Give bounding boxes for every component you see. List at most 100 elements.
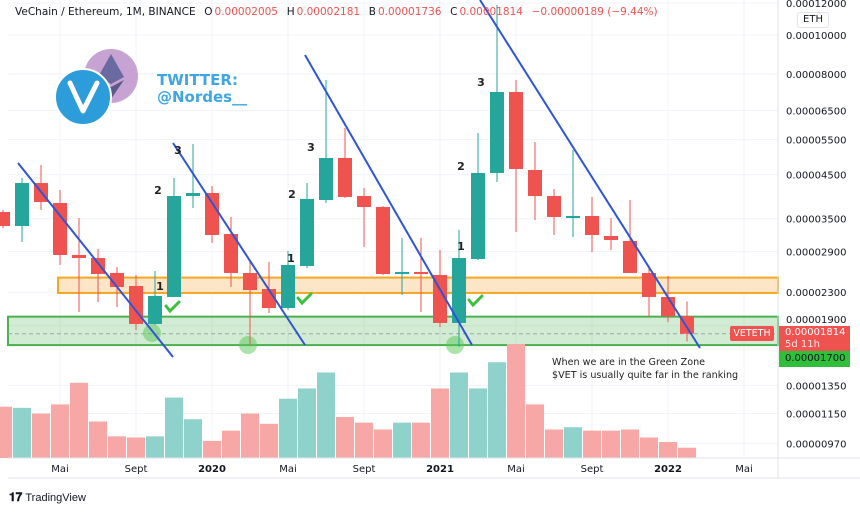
volume-bar xyxy=(32,413,50,458)
price-tick-label: 0.00012000 xyxy=(786,0,846,10)
trendline xyxy=(172,142,306,346)
volume-bar xyxy=(526,404,544,458)
wave-label: 3 xyxy=(307,141,315,154)
tradingview-name: TradingView xyxy=(25,492,86,504)
volume-bar xyxy=(412,422,430,458)
logos xyxy=(54,49,138,126)
candle-body xyxy=(509,92,523,170)
volume-bar xyxy=(374,429,392,458)
checkmark-icon xyxy=(467,294,484,308)
time-axis[interactable]: Mai Sept 2020 Mai Sept 2021 Mai Sept 2022 Mai xyxy=(51,464,753,475)
currency-button[interactable]: ETH xyxy=(797,12,829,28)
candle-body xyxy=(376,207,390,274)
time-tick-label: Sept xyxy=(581,464,604,475)
time-tick-label: 2021 xyxy=(426,464,454,475)
volume-bar xyxy=(51,404,69,458)
volume-bar xyxy=(0,406,12,458)
candle-body xyxy=(604,235,618,241)
note-line-1: When we are in the Green Zone xyxy=(552,357,706,368)
price-tick-label: 0.00006500 xyxy=(786,106,846,117)
volume-bar xyxy=(108,436,126,458)
time-tick-label: Sept xyxy=(353,464,376,475)
green-price-tag: 0.00001700 xyxy=(779,351,850,367)
checkmark-icon xyxy=(296,292,313,306)
volume-bar xyxy=(583,430,601,458)
volume-bar xyxy=(279,398,297,458)
trendline xyxy=(17,162,174,358)
candle-body xyxy=(490,92,504,173)
green-zone-touch-marker xyxy=(446,336,464,354)
volume-bar xyxy=(336,416,354,458)
wave-annotations: 1 2 3 1 2 3 1 2 3 xyxy=(154,76,485,314)
price-axis[interactable]: 0.00012000 0.00010000 0.00008000 0.00006500… xyxy=(786,0,846,450)
price-tick-label: 0.00002300 xyxy=(786,288,846,299)
change-value: −0.00000189 (−9.44%) xyxy=(531,6,658,18)
volume-bar xyxy=(165,397,183,458)
volume-bar xyxy=(355,422,373,458)
green-zone-note: When we are in the Green Zone $VET is us… xyxy=(552,356,738,382)
candle-body xyxy=(281,264,295,309)
price-tick-label: 0.00001350 xyxy=(786,381,846,392)
candle-body xyxy=(585,215,599,236)
wave-label: 2 xyxy=(457,160,465,173)
vechain-logo xyxy=(54,68,112,126)
time-tick-label: Mai xyxy=(279,464,297,475)
wave-label: 2 xyxy=(288,188,296,201)
trendline xyxy=(304,54,473,346)
candle-body xyxy=(623,240,637,273)
symbol-price-tag: VETETH xyxy=(730,326,774,341)
volume-bar xyxy=(640,437,658,458)
price-tick-label: 0.00003500 xyxy=(786,215,846,226)
candle-body xyxy=(53,202,67,255)
candle-body xyxy=(167,196,181,297)
volume-bar xyxy=(488,362,506,458)
time-tick-label: Mai xyxy=(507,464,525,475)
close-label: C xyxy=(450,6,458,18)
volume-bar xyxy=(298,388,316,458)
time-tick-label: Sept xyxy=(125,464,148,475)
candle-body xyxy=(528,169,542,197)
candle-body xyxy=(224,234,238,273)
candle-body xyxy=(338,157,352,197)
volume-bar xyxy=(431,388,449,458)
price-tick-label: 0.00001900 xyxy=(786,315,846,326)
volume-bar xyxy=(241,413,259,458)
wave-label: 3 xyxy=(174,144,182,157)
candle-body xyxy=(186,193,200,197)
volume-bar xyxy=(678,447,696,458)
checkmark-icon xyxy=(164,300,181,314)
volume-bar xyxy=(450,372,468,458)
green-zone xyxy=(7,315,779,347)
twitter-label: TWITTER: xyxy=(157,71,238,89)
trendlines[interactable] xyxy=(17,0,701,358)
symbol-title: VeChain / Ethereum, 1M, BINANCE xyxy=(15,6,196,18)
volume-bar xyxy=(203,440,221,458)
last-price-tag: 0.00001814 5d 11h xyxy=(779,326,850,351)
candle-body xyxy=(471,172,485,260)
volume-bar xyxy=(602,430,620,458)
wave-label: 1 xyxy=(287,252,295,265)
volume-bar xyxy=(146,436,164,458)
wave-label: 1 xyxy=(156,280,164,293)
candle-body xyxy=(642,272,656,297)
volume-bar xyxy=(184,419,202,458)
candle-body xyxy=(0,211,10,227)
candles xyxy=(0,4,694,348)
price-tick-label: 0.00000970 xyxy=(786,439,846,450)
candle-body xyxy=(148,295,162,324)
volume-bar xyxy=(564,427,582,458)
candle-body xyxy=(547,196,561,217)
candle-body xyxy=(357,196,371,208)
low-label: B xyxy=(368,6,376,18)
close-value: 0.00001814 xyxy=(459,6,523,18)
volume-bars xyxy=(0,344,696,458)
price-tick-label: 0.00002900 xyxy=(786,248,846,259)
time-tick-label: Mai xyxy=(735,464,753,475)
orange-zone xyxy=(57,276,779,294)
volume-bar xyxy=(127,437,145,458)
tradingview-logo[interactable]: 𝟏𝟕 TradingView xyxy=(9,490,86,505)
bar-countdown: 5d 11h xyxy=(785,339,820,350)
volume-bar xyxy=(13,407,31,458)
price-tick-label: 0.00004500 xyxy=(786,171,846,182)
